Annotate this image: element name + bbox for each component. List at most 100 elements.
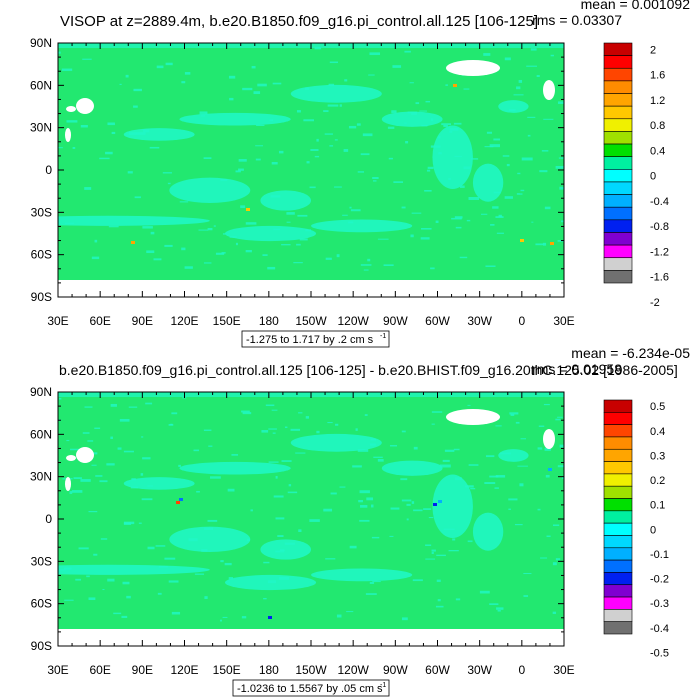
field-speck xyxy=(305,229,312,232)
field-speck xyxy=(224,562,232,566)
field-speck xyxy=(559,186,564,190)
field-speck xyxy=(543,403,550,406)
field-speck xyxy=(561,476,564,479)
field-speck xyxy=(362,133,373,137)
field-speck xyxy=(366,497,374,501)
field-speck xyxy=(204,596,208,600)
field-speck xyxy=(107,122,115,126)
field-speck xyxy=(479,590,490,594)
x-tick-label: 30E xyxy=(47,663,68,677)
colorbar-label: -0.5 xyxy=(650,647,669,659)
colorbar-label: 2 xyxy=(650,44,656,56)
field-speck xyxy=(220,179,228,182)
y-tick-label: 90N xyxy=(30,385,52,399)
field-speck xyxy=(147,485,154,487)
field-speck xyxy=(128,406,138,408)
field-speck xyxy=(235,170,241,173)
field-speck xyxy=(365,593,377,595)
field-speck xyxy=(73,477,82,480)
field-map xyxy=(58,43,564,297)
field-speck xyxy=(377,458,384,462)
colorbar-label: 0.4 xyxy=(650,145,665,157)
field-speck xyxy=(449,128,459,131)
field-speck xyxy=(309,519,320,522)
field-speck xyxy=(281,244,291,246)
field-speck xyxy=(467,540,473,543)
field-speck xyxy=(438,136,441,139)
field-speck xyxy=(359,519,370,522)
colorbar-swatch xyxy=(603,244,633,259)
field-speck xyxy=(442,459,450,462)
field-speck xyxy=(425,558,436,560)
field-speck xyxy=(510,414,515,416)
field-speck xyxy=(420,237,430,240)
field-speck xyxy=(520,438,526,440)
colorbar-swatch xyxy=(603,257,633,271)
colorbar-swatch xyxy=(603,412,633,425)
x-tick-label: 150E xyxy=(213,663,241,677)
field-speck xyxy=(122,581,130,585)
field-speck xyxy=(514,524,523,526)
field-speck xyxy=(555,165,564,169)
anomaly-mark xyxy=(131,241,135,244)
field-patch xyxy=(432,474,473,539)
field-speck xyxy=(228,577,234,580)
field-speck xyxy=(359,490,370,494)
field-speck xyxy=(242,87,253,91)
field-speck xyxy=(168,424,174,426)
field-speck xyxy=(445,84,448,86)
field-speck xyxy=(263,561,270,564)
field-patch xyxy=(260,190,312,211)
field-speck xyxy=(489,475,499,478)
field-speck xyxy=(370,438,376,441)
field-speck xyxy=(535,243,544,246)
field-speck xyxy=(209,476,221,479)
stat-rms: rms = 0.01958 xyxy=(532,361,622,377)
field-speck xyxy=(430,145,441,148)
field-speck xyxy=(329,61,339,64)
field-speck xyxy=(59,569,66,571)
field-patch xyxy=(472,512,504,551)
field-speck xyxy=(506,163,510,167)
field-speck xyxy=(406,518,409,521)
field-speck xyxy=(277,535,284,537)
x-tick-label: 180 xyxy=(259,314,279,328)
field-speck xyxy=(203,157,212,159)
colorbar-swatch xyxy=(603,169,633,183)
stat-mean: mean = -6.234e-05 xyxy=(571,345,690,361)
field-speck xyxy=(261,430,269,433)
field-speck xyxy=(497,609,501,612)
field-speck xyxy=(328,83,335,87)
field-speck xyxy=(329,145,334,147)
field-speck xyxy=(64,599,74,601)
field-speck xyxy=(364,414,368,416)
field-speck xyxy=(288,484,292,487)
colorbar-swatch xyxy=(603,143,633,157)
field-speck xyxy=(231,454,239,456)
field-speck xyxy=(267,266,276,270)
colorbar-swatch xyxy=(603,609,633,622)
field-speck xyxy=(367,258,371,262)
field-speck xyxy=(371,504,374,508)
field-speck xyxy=(80,125,88,128)
colorbar-label: 0 xyxy=(650,524,656,536)
field-speck xyxy=(509,412,519,415)
field-speck xyxy=(298,529,302,533)
field-speck xyxy=(229,97,234,101)
field-speck xyxy=(527,134,531,137)
field-speck xyxy=(123,450,134,453)
field-speck xyxy=(350,209,361,212)
field-speck xyxy=(471,158,479,160)
field-speck xyxy=(141,498,153,501)
field-speck xyxy=(544,206,551,210)
field-speck xyxy=(389,535,394,537)
land-mask xyxy=(65,128,71,142)
field-speck xyxy=(405,141,409,144)
x-tick-label: 120E xyxy=(170,314,198,328)
field-speck xyxy=(147,546,155,550)
field-speck xyxy=(273,495,284,498)
field-speck xyxy=(496,607,504,610)
field-speck xyxy=(273,228,280,231)
field-speck xyxy=(523,595,529,597)
colorbar-swatch xyxy=(603,584,633,598)
